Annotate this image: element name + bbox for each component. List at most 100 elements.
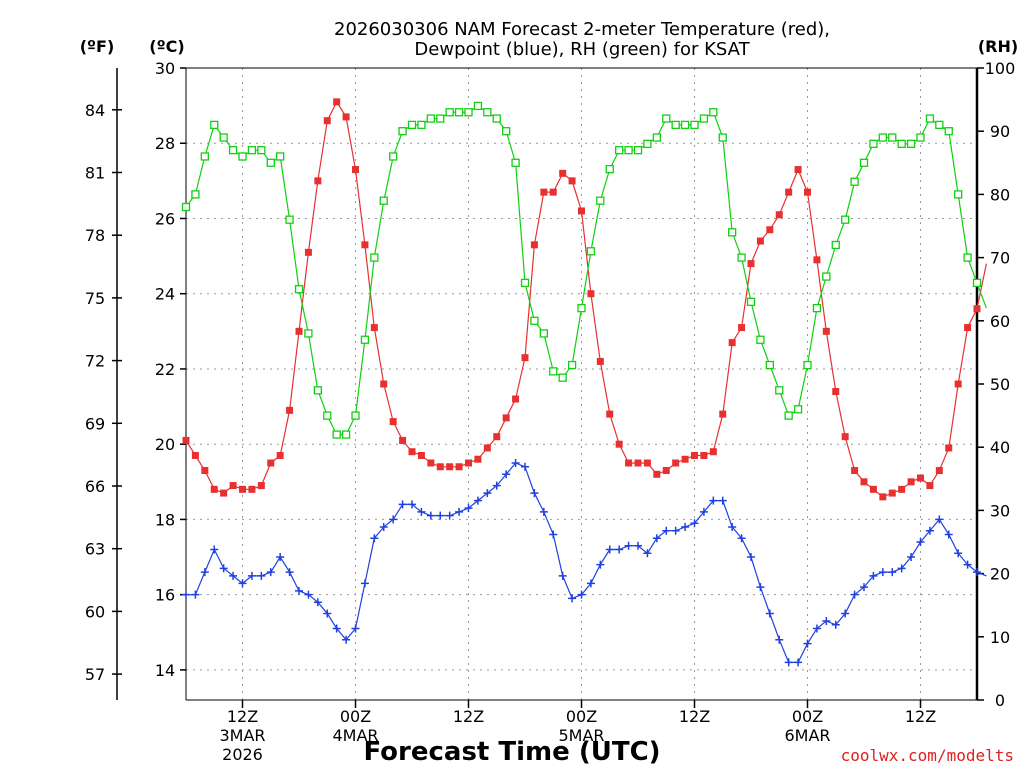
rh-point: [266, 158, 275, 167]
rh-point: [765, 360, 774, 370]
time-tick-label: 00Z: [566, 707, 597, 726]
2-meter-temperature-point: [559, 169, 567, 177]
dewpoint-point: [210, 545, 219, 554]
rh-point: [511, 158, 520, 167]
2-meter-temperature-point: [352, 166, 359, 174]
rh-point: [906, 139, 916, 148]
2-meter-temperature-point: [945, 444, 953, 452]
rh-point: [624, 146, 633, 155]
rh-tick-label: 70: [990, 249, 1010, 268]
2-meter-temperature-point: [606, 410, 614, 418]
2-meter-temperature-point: [191, 451, 199, 459]
rh-point: [803, 360, 812, 370]
chart-title-line1: 2026030306 NAM Forecast 2-meter Temperat…: [334, 19, 830, 40]
2-meter-temperature-point: [380, 380, 388, 388]
2-meter-temperature-point: [766, 226, 774, 234]
dewpoint-point: [662, 526, 671, 535]
time-tick-label: 12Z: [453, 707, 484, 726]
celsius-unit-label: (ºC): [149, 37, 184, 56]
2-meter-temperature-point: [709, 448, 717, 456]
dewpoint-point: [492, 481, 501, 490]
rh-point: [426, 114, 435, 123]
2-meter-temperature-point: [841, 433, 849, 441]
time-tick-label: 12Z: [679, 707, 710, 726]
dewpoint-point: [464, 504, 473, 513]
rh-point: [502, 127, 511, 136]
dewpoint-point: [295, 586, 303, 595]
dewpoint-point: [916, 538, 925, 546]
dewpoint-point: [577, 590, 586, 599]
2-meter-temperature-point: [568, 177, 576, 185]
dewpoint-point: [925, 526, 934, 535]
dewpoint-point: [747, 553, 755, 562]
fahrenheit-tick-label: 60: [85, 602, 105, 621]
x-axis-title: Forecast Time (UTC): [363, 737, 660, 767]
dewpoint-point: [850, 590, 859, 599]
2-meter-temperature-point: [973, 305, 981, 313]
dewpoint-point: [257, 571, 266, 580]
rh-point: [812, 304, 822, 313]
celsius-tick-label: 16: [155, 586, 175, 605]
dewpoint-point: [709, 496, 718, 505]
2-meter-temperature-point: [512, 395, 520, 403]
2-meter-temperature-point: [851, 467, 859, 475]
rh-point: [643, 139, 652, 148]
dewpoint-point: [285, 568, 294, 577]
rh-point: [615, 146, 624, 155]
2-meter-temperature-point: [747, 260, 755, 268]
2-meter-temperature-point: [728, 339, 736, 347]
dewpoint-point: [304, 590, 313, 599]
rh-point: [577, 304, 586, 313]
rh-point: [652, 133, 661, 142]
dewpoint-point: [521, 462, 529, 471]
rh-point: [464, 108, 473, 117]
dewpoint-point: [728, 522, 737, 531]
2-meter-temperature-point: [267, 459, 275, 467]
axes: 57 60 63 66 69 72 75 78 81 84 14 16 18 20 22 24 26 28 30 0 1…: [85, 59, 1015, 764]
dewpoint-point: [266, 568, 275, 577]
series-layer: [181, 98, 987, 667]
dewpoint-point: [558, 571, 567, 580]
rh-tick-label: 100: [985, 59, 1016, 78]
dewpoint-point: [878, 568, 887, 577]
2-meter-temperature-point: [662, 467, 670, 475]
dewpoint-point: [436, 511, 445, 520]
fahrenheit-tick-label: 81: [85, 163, 105, 182]
dewpoint-point: [426, 511, 435, 520]
rh-series: [181, 101, 987, 439]
2-meter-temperature-point: [832, 388, 840, 396]
date-tick-label: 6MAR: [784, 726, 830, 745]
dewpoint-point: [634, 541, 642, 550]
2-meter-temperature-point: [804, 188, 811, 196]
time-tick-label: 12Z: [905, 707, 936, 726]
2-meter-temperature-point: [907, 478, 915, 486]
dewpoint-point: [615, 545, 624, 554]
dewpoint-point: [238, 579, 247, 588]
fahrenheit-tick-label: 78: [85, 226, 105, 245]
celsius-tick-label: 28: [155, 134, 175, 153]
fahrenheit-tick-label: 66: [85, 477, 105, 496]
2-meter-temperature-point: [502, 414, 510, 422]
2-meter-temperature-point: [408, 448, 416, 456]
rh-point: [633, 146, 643, 155]
rh-point: [671, 120, 680, 130]
rh-point: [276, 152, 285, 161]
dewpoint-point: [191, 590, 200, 599]
2-meter-temperature-point: [672, 459, 680, 467]
2-meter-temperature-point: [474, 455, 482, 463]
2-meter-temperature-point: [700, 451, 708, 459]
fahrenheit-tick-label: 84: [85, 101, 105, 120]
rh-tick-label: 50: [990, 375, 1010, 394]
fahrenheit-tick-label: 69: [85, 414, 105, 433]
time-tick-label: 00Z: [340, 707, 371, 726]
fahrenheit-tick-label: 75: [85, 289, 105, 308]
2-meter-temperature-point: [521, 354, 529, 362]
dewpoint-point: [389, 515, 398, 524]
2-meter-temperature-point: [436, 463, 444, 471]
rh-point: [916, 133, 925, 142]
2-meter-temperature-point: [540, 188, 548, 196]
fahrenheit-tick-label: 72: [85, 352, 105, 371]
rh-point: [897, 139, 906, 148]
dewpoint-point: [351, 624, 360, 633]
